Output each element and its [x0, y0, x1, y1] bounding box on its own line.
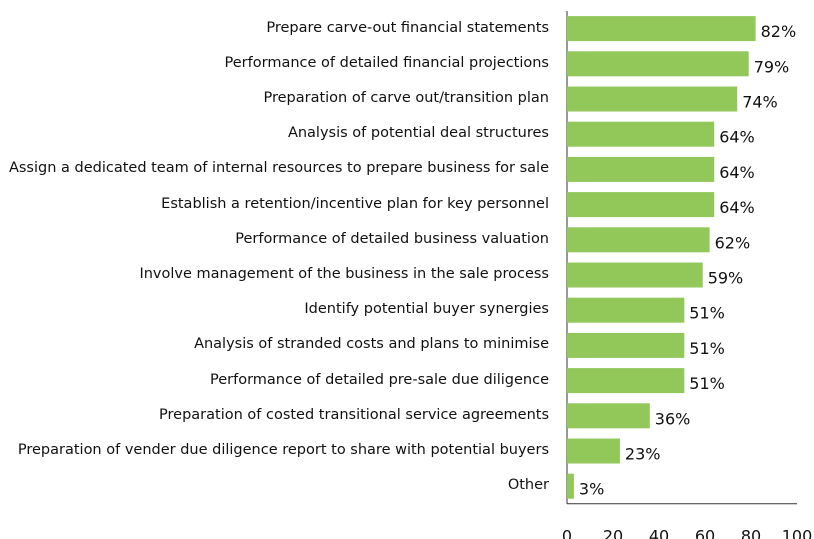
category-label: Preparation of costed transitional servi…	[159, 406, 549, 423]
value-label: 51%	[689, 374, 725, 393]
bar	[567, 51, 749, 77]
value-label: 82%	[761, 22, 797, 41]
value-label: 51%	[689, 304, 725, 323]
value-label: 79%	[754, 57, 790, 76]
value-label: 64%	[719, 128, 755, 147]
value-label: 74%	[742, 93, 778, 112]
value-label: 23%	[625, 445, 661, 464]
category-label: Establish a retention/incentive plan for…	[161, 195, 549, 212]
value-label: 62%	[715, 233, 751, 252]
category-label: Performance of detailed business valuati…	[235, 230, 549, 247]
x-tick-label: 0	[562, 526, 572, 539]
bar	[567, 156, 715, 182]
category-label: Assign a dedicated team of internal reso…	[8, 160, 549, 177]
bar	[567, 86, 738, 112]
value-label: 36%	[655, 409, 691, 428]
bar	[567, 473, 574, 499]
bar	[567, 121, 715, 147]
x-tick-label: 100	[782, 526, 813, 539]
category-label: Analysis of potential deal structures	[287, 125, 549, 142]
value-label: 3%	[579, 480, 604, 499]
category-label: Prepare carve-out financial statements	[266, 19, 549, 36]
bar	[567, 332, 685, 358]
value-label: 59%	[708, 269, 744, 288]
x-tick-label: 60	[695, 526, 715, 539]
x-tick-label: 40	[649, 526, 669, 539]
value-label: 64%	[719, 163, 755, 182]
bar	[567, 297, 685, 323]
category-label: Performance of detailed financial projec…	[224, 54, 549, 71]
bar	[567, 403, 650, 429]
category-label: Identify potential buyer synergies	[304, 301, 549, 318]
category-label: Preparation of carve out/transition plan	[263, 89, 549, 106]
category-label: Other	[507, 477, 549, 494]
value-label: 64%	[719, 198, 755, 217]
bar	[567, 16, 756, 42]
bar	[567, 227, 710, 253]
x-tick-label: 20	[603, 526, 623, 539]
bar	[567, 262, 703, 288]
bar	[567, 438, 620, 464]
x-tick-label: 80	[741, 526, 761, 539]
value-label: 51%	[689, 339, 725, 358]
category-label: Involve management of the business in th…	[139, 265, 549, 282]
bar	[567, 192, 715, 218]
category-label: Analysis of stranded costs and plans to …	[194, 336, 549, 353]
category-label: Preparation of vender due diligence repo…	[17, 441, 549, 458]
category-label: Performance of detailed pre-sale due dil…	[210, 371, 549, 388]
bar	[567, 368, 685, 394]
